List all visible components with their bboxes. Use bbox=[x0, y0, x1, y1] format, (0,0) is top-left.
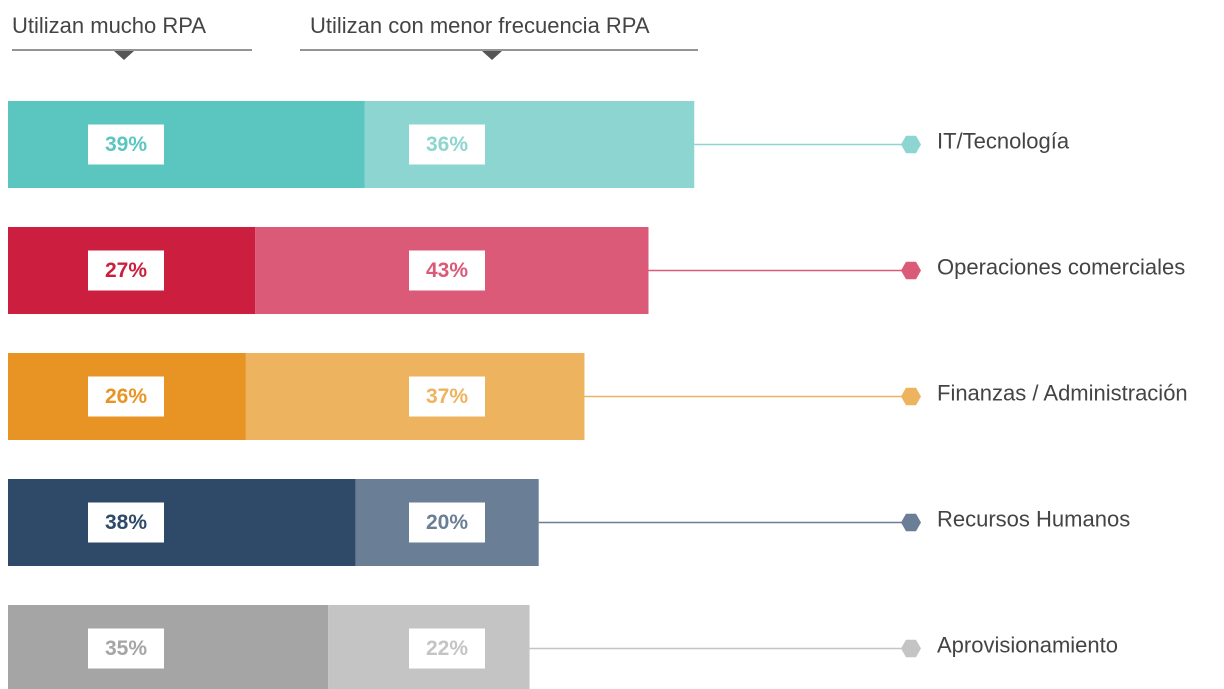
value-label: 26% bbox=[105, 385, 147, 408]
value-label: 35% bbox=[105, 637, 147, 660]
value-label: 39% bbox=[105, 133, 147, 156]
value-label: 22% bbox=[426, 637, 468, 660]
value-label-box bbox=[409, 376, 485, 417]
category-label: Aprovisionamiento bbox=[937, 632, 1118, 657]
category-label: IT/Tecnología bbox=[937, 128, 1070, 153]
value-label-box bbox=[88, 502, 164, 543]
value-label-box bbox=[409, 124, 485, 165]
value-label-box bbox=[409, 628, 485, 669]
category-marker bbox=[901, 639, 921, 658]
value-label-box bbox=[88, 124, 164, 165]
category-marker bbox=[901, 387, 921, 406]
value-label: 36% bbox=[426, 133, 468, 156]
legend-entry: Utilizan mucho RPA bbox=[12, 13, 206, 38]
value-label: 20% bbox=[426, 511, 468, 534]
legend-entry: Utilizan con menor frecuencia RPA bbox=[310, 13, 650, 38]
value-label-box bbox=[409, 502, 485, 543]
value-label: 38% bbox=[105, 511, 147, 534]
value-label-box bbox=[88, 628, 164, 669]
category-label: Operaciones comerciales bbox=[937, 254, 1185, 279]
legend-pointer bbox=[482, 51, 502, 60]
category-label: Recursos Humanos bbox=[937, 506, 1130, 531]
category-label: Finanzas / Administración bbox=[937, 380, 1188, 405]
value-label-box bbox=[409, 250, 485, 291]
bar-segment bbox=[8, 605, 329, 689]
value-label: 27% bbox=[105, 259, 147, 282]
legend-pointer bbox=[114, 51, 134, 60]
category-marker bbox=[901, 135, 921, 154]
bar-segment bbox=[8, 479, 356, 566]
value-label: 37% bbox=[426, 385, 468, 408]
value-label-box bbox=[88, 250, 164, 291]
value-label-box bbox=[88, 376, 164, 417]
category-marker bbox=[901, 513, 921, 532]
bar-segment bbox=[8, 101, 365, 188]
value-label: 43% bbox=[426, 259, 468, 282]
category-marker bbox=[901, 261, 921, 280]
